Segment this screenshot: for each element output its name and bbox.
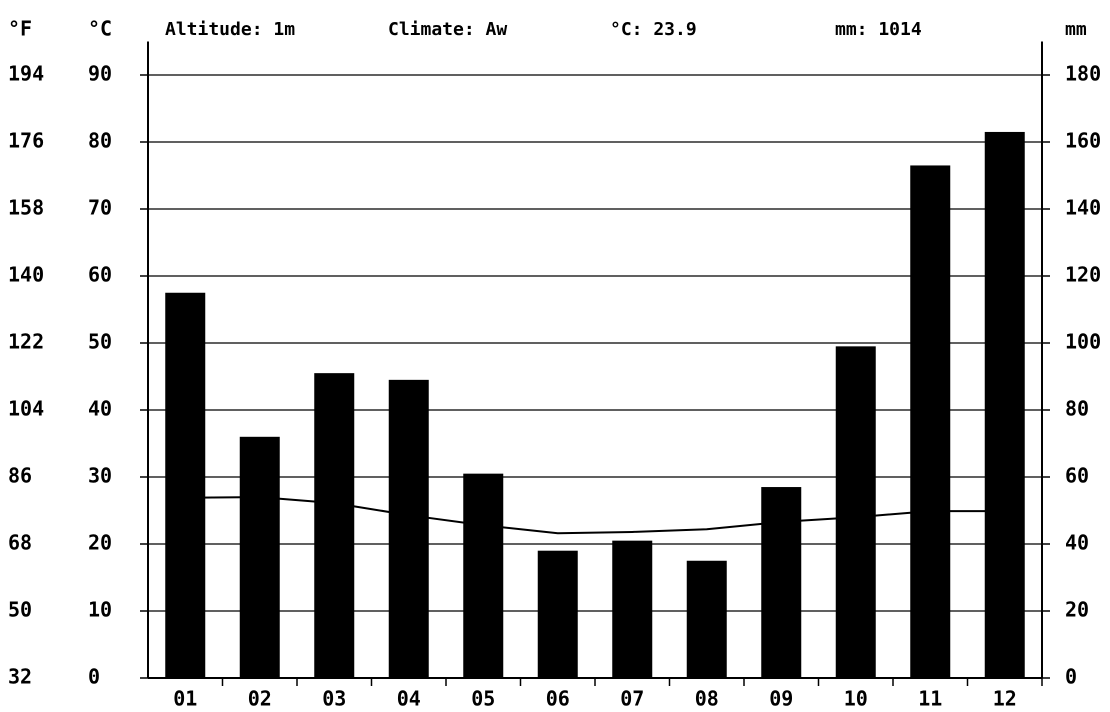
y2-tick-label: 20: [1065, 598, 1089, 622]
y3-tick-label: 158: [8, 196, 44, 220]
x-tick-label: 07: [620, 687, 644, 711]
x-tick-label: 12: [993, 687, 1017, 711]
y2-tick-label: 140: [1065, 196, 1101, 220]
y-tick-label: 50: [88, 330, 112, 354]
y-tick-label: 30: [88, 464, 112, 488]
y2-tick-label: 120: [1065, 263, 1101, 287]
y3-tick-label: 176: [8, 129, 44, 153]
bar: [388, 379, 429, 678]
bar: [612, 540, 653, 678]
y3-tick-label: 86: [8, 464, 32, 488]
x-tick-label: 01: [173, 687, 197, 711]
y-tick-label: 80: [88, 129, 112, 153]
y2-tick-label: 40: [1065, 531, 1089, 555]
y-tick-label: 0: [88, 665, 100, 689]
x-tick-label: 05: [471, 687, 495, 711]
bar: [910, 165, 951, 678]
bar: [761, 487, 802, 678]
annotation: mm: 1014: [835, 19, 922, 40]
temperature-line: [185, 496, 1005, 535]
x-tick-label: 02: [248, 687, 272, 711]
y-tick-label: 20: [88, 531, 112, 555]
x-tick-label: 04: [397, 687, 421, 711]
y2-tick-label: 80: [1065, 397, 1089, 421]
x-tick-label: 08: [695, 687, 719, 711]
y3-tick-label: 32: [8, 665, 32, 689]
bar: [314, 373, 355, 678]
bar: [686, 560, 727, 678]
y-tick-label: 90: [88, 62, 112, 86]
y-tick-label: 10: [88, 598, 112, 622]
y-tick-label: 40: [88, 397, 112, 421]
y3-tick-label: 194: [8, 62, 44, 86]
y3-tick-label: 50: [8, 598, 32, 622]
x-tick-label: 11: [918, 687, 942, 711]
x-tick-label: 10: [844, 687, 868, 711]
annotation: °C: 23.9: [610, 19, 697, 40]
y2-tick-label: 180: [1065, 62, 1101, 86]
y3-tick-label: 122: [8, 330, 44, 354]
y2-tick-label: 0: [1065, 665, 1077, 689]
y-tick-label: 60: [88, 263, 112, 287]
y3-tick-label: 68: [8, 531, 32, 555]
y2-tick-label: 160: [1065, 129, 1101, 153]
y2-tick-label: 60: [1065, 464, 1089, 488]
x-tick-label: 06: [546, 687, 570, 711]
annotation: Altitude: 1m: [165, 19, 295, 40]
y-tick-label: 70: [88, 196, 112, 220]
y3-tick-label: 140: [8, 263, 44, 287]
y3-tick-label: 104: [8, 397, 44, 421]
annotation: Climate: Aw: [388, 19, 507, 40]
x-tick-label: 03: [322, 687, 346, 711]
x-tick-label: 09: [769, 687, 793, 711]
mm-axis-label: mm: [1065, 19, 1087, 40]
bar: [165, 292, 206, 678]
bar: [537, 550, 578, 678]
bar: [835, 346, 876, 678]
c-axis-label: °C: [88, 17, 112, 41]
f-axis-label: °F: [8, 17, 32, 41]
y2-tick-label: 100: [1065, 330, 1101, 354]
bar: [984, 131, 1025, 678]
bar: [239, 436, 280, 678]
bar: [463, 473, 504, 678]
